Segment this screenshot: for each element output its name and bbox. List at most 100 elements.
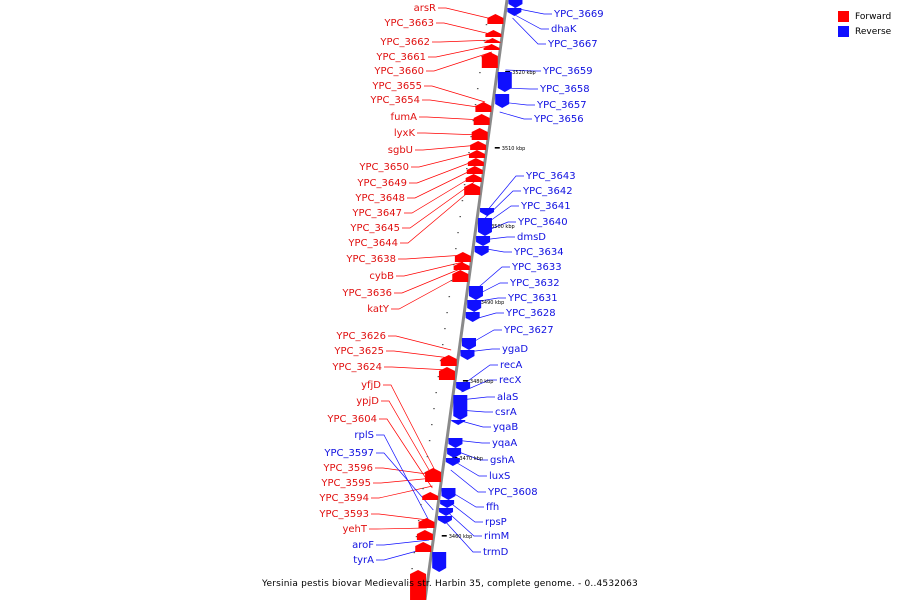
reverse-gene-label: YPC_3669 <box>553 9 604 20</box>
reverse-leader-line <box>376 434 432 526</box>
minor-tick <box>441 344 444 346</box>
minor-tick <box>417 520 420 522</box>
reverse-gene-arrow <box>507 8 522 16</box>
reverse-gene-label: YPC_3658 <box>539 84 590 95</box>
reverse-gene-label: yqaB <box>493 422 518 433</box>
reverse-gene-label: YPC_3632 <box>509 278 560 289</box>
major-ticks: 3520 kbp 3510 kbp 3500 kbp 3490 kbp 3480 kbp… <box>441 70 536 540</box>
forward-gene-label: YPC_3593 <box>318 509 369 520</box>
reverse-leader-line <box>481 247 512 253</box>
reverse-gene-label: recX <box>499 375 522 386</box>
forward-leader-line <box>415 144 480 151</box>
reverse-leader-line <box>376 452 434 511</box>
reverse-leader-line <box>462 364 498 386</box>
reverse-gene-arrow <box>480 208 495 216</box>
reverse-leader-line <box>453 449 488 461</box>
gene-labels: arsR YPC_3663 YPC_3662 YPC_3661 YPC_3660 YPC_… <box>318 3 603 566</box>
reverse-gene-label: YPC_3640 <box>517 217 568 228</box>
minor-tick-marks <box>411 24 488 570</box>
reverse-leader-line <box>485 175 524 213</box>
forward-gene-arrow <box>481 52 498 68</box>
reverse-gene-label: YPC_3641 <box>520 201 571 212</box>
tick-label: 3480 kbp <box>470 379 494 385</box>
forward-gene-label: YPC_3638 <box>345 254 396 265</box>
reverse-gene-label: ffh <box>486 502 499 513</box>
major-tick <box>462 380 468 382</box>
reverse-gene-arrow <box>451 420 466 425</box>
forward-leader-line <box>373 477 434 484</box>
forward-leader-line <box>424 85 486 103</box>
forward-leader-line <box>411 151 479 168</box>
minor-tick <box>457 232 459 234</box>
reverse-gene-label: dhaK <box>551 24 577 35</box>
forward-gene-arrow <box>484 38 501 43</box>
forward-gene-label: katY <box>367 304 390 315</box>
forward-gene-label: YPC_3596 <box>322 463 373 474</box>
forward-gene-arrow <box>485 30 502 37</box>
forward-gene-label: sgbU <box>388 145 413 156</box>
reverse-gene-arrow <box>476 236 491 246</box>
reverse-leader-line <box>447 489 484 508</box>
minor-tick <box>470 136 472 138</box>
forward-leader-line <box>426 51 493 72</box>
reverse-gene-label: rpsP <box>485 517 507 528</box>
forward-leader-line <box>404 174 476 214</box>
forward-leader-line <box>379 418 433 489</box>
major-tick <box>505 71 511 73</box>
reverse-leader-line <box>499 111 532 120</box>
minor-tick <box>479 72 481 74</box>
reverse-gene-arrow <box>456 382 471 392</box>
reverse-leader-line <box>376 539 430 546</box>
forward-gene-label: YPC_3625 <box>333 346 384 357</box>
forward-gene-arrow <box>471 128 488 140</box>
forward-gene-label: YPC_3594 <box>318 493 369 504</box>
forward-gene-arrow <box>454 252 471 262</box>
reverse-gene-label: YPC_3667 <box>547 39 598 50</box>
minor-tick <box>437 376 440 378</box>
reverse-gene-arrow <box>445 458 460 466</box>
reverse-gene-arrow <box>465 312 480 322</box>
reverse-leader-line <box>512 17 546 45</box>
reverse-gene-label: YPC_3628 <box>505 308 556 319</box>
minor-tick <box>466 168 468 170</box>
forward-gene-arrow <box>465 174 482 182</box>
forward-leader-line <box>402 181 475 229</box>
minor-tick <box>446 312 448 314</box>
genome-axis <box>423 0 509 600</box>
forward-swatch <box>838 11 849 22</box>
reverse-leader-line <box>482 236 515 241</box>
reverse-gene-arrow <box>461 338 476 350</box>
forward-gene-label: YPC_3654 <box>369 95 420 106</box>
tick-label: 3470 kbp <box>459 456 483 462</box>
forward-gene-label: fumA <box>391 112 418 123</box>
reverse-gene-label: YPC_3656 <box>533 114 584 125</box>
forward-leader-line <box>394 267 463 294</box>
reverse-leader-line <box>446 499 483 523</box>
reverse-leader-line <box>513 7 552 15</box>
forward-leader-line <box>417 132 481 136</box>
reverse-gene-label: csrA <box>495 407 517 418</box>
reverse-leader-line <box>450 469 486 493</box>
forward-gene-label: YPC_3595 <box>320 478 371 489</box>
tick-label: 3460 kbp <box>449 534 473 540</box>
minor-tick <box>431 424 433 426</box>
forward-gene-label: YPC_3647 <box>351 208 402 219</box>
reverse-gene-label: YPC_3597 <box>323 448 374 459</box>
forward-leader-line <box>369 527 427 530</box>
reverse-gene-label: YPC_3642 <box>522 186 573 197</box>
forward-gene-arrow <box>425 468 442 482</box>
minor-tick <box>422 488 424 490</box>
minor-tick <box>426 456 429 458</box>
minor-tick <box>448 296 451 298</box>
forward-gene-arrow <box>440 355 457 366</box>
forward-gene-arrow <box>466 166 483 174</box>
reverse-gene-arrow <box>474 246 489 256</box>
reverse-gene-arrow <box>448 438 463 448</box>
minor-tick <box>428 440 431 442</box>
forward-leader-line <box>436 22 495 36</box>
forward-leader-line <box>422 99 485 109</box>
reverse-gene-label: YPC_3608 <box>487 487 538 498</box>
major-tick <box>441 535 447 537</box>
tick-label: 3490 kbp <box>481 300 505 306</box>
